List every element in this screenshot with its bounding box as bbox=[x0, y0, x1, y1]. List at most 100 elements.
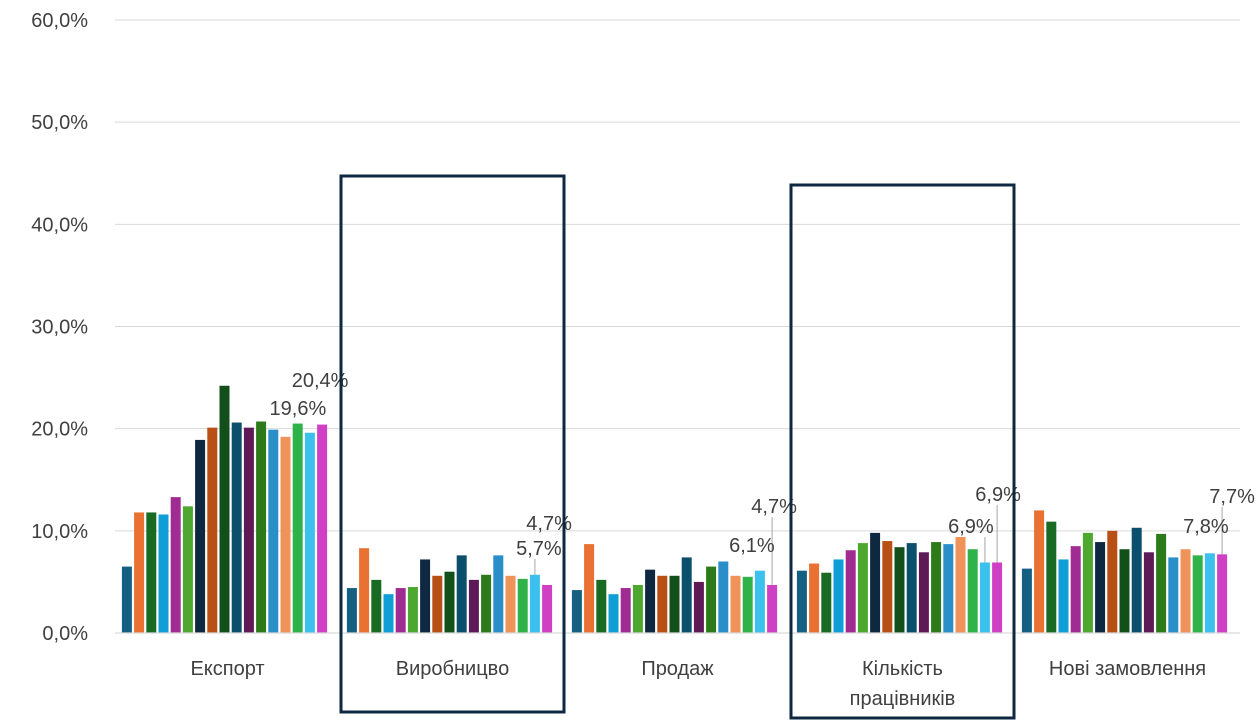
bar-group bbox=[571, 544, 778, 633]
bar bbox=[1082, 532, 1093, 633]
bar bbox=[645, 569, 656, 633]
bar-group bbox=[346, 548, 553, 633]
bar bbox=[1095, 542, 1106, 633]
data-label: 4,7% bbox=[751, 496, 797, 518]
bar bbox=[505, 575, 516, 633]
bar bbox=[231, 422, 242, 633]
highlight-box bbox=[789, 183, 1016, 720]
bar bbox=[346, 588, 357, 633]
bar bbox=[1131, 527, 1142, 633]
bar bbox=[146, 512, 157, 633]
bar bbox=[681, 557, 692, 633]
bar bbox=[195, 439, 206, 633]
bar bbox=[967, 549, 978, 633]
bar bbox=[243, 427, 254, 633]
bar bbox=[280, 436, 291, 633]
highlight-boxes bbox=[339, 174, 1016, 720]
bar bbox=[158, 514, 169, 633]
bar bbox=[207, 427, 218, 633]
bar bbox=[493, 555, 504, 633]
bar bbox=[706, 566, 717, 633]
bar bbox=[833, 559, 844, 633]
bar bbox=[608, 594, 619, 633]
bar bbox=[407, 587, 418, 633]
bar bbox=[1143, 552, 1154, 633]
category-label: Нові замовлення bbox=[1049, 658, 1206, 680]
y-tick-label: 30,0% bbox=[31, 317, 88, 339]
category-labels: Експорт Виробницво Продаж Кількість працівни… bbox=[190, 658, 1206, 710]
data-label: 6,1% bbox=[729, 535, 775, 557]
y-tick-label: 60,0% bbox=[31, 10, 88, 32]
highlight-box bbox=[339, 174, 566, 714]
bar bbox=[742, 576, 753, 633]
bar bbox=[1107, 530, 1118, 633]
bar bbox=[542, 584, 553, 633]
bar bbox=[481, 574, 492, 633]
bar bbox=[1119, 549, 1130, 633]
bar bbox=[383, 594, 394, 633]
bar bbox=[432, 575, 443, 633]
bar bbox=[1217, 554, 1228, 633]
bar bbox=[584, 544, 595, 633]
bar bbox=[1204, 553, 1215, 633]
y-tick-label: 10,0% bbox=[31, 521, 88, 543]
bar bbox=[979, 562, 990, 633]
bar bbox=[256, 421, 267, 633]
data-label: 4,7% bbox=[526, 513, 572, 535]
bar bbox=[292, 423, 303, 633]
bar bbox=[121, 566, 132, 633]
category-label: Кількість працівників bbox=[850, 658, 956, 710]
category-label: Виробницво bbox=[396, 658, 509, 680]
bar bbox=[371, 579, 382, 633]
bar bbox=[359, 548, 370, 633]
data-label: 5,7% bbox=[516, 538, 562, 560]
bar bbox=[1034, 510, 1045, 633]
bar bbox=[796, 570, 807, 633]
data-label: 7,7% bbox=[1209, 486, 1255, 508]
bar bbox=[669, 575, 680, 633]
y-tick-label: 40,0% bbox=[31, 214, 88, 236]
bar bbox=[882, 541, 893, 633]
bar bbox=[754, 570, 765, 633]
bar bbox=[1156, 533, 1167, 633]
bar bbox=[1021, 568, 1032, 633]
category-label: Експорт bbox=[190, 658, 264, 680]
bar bbox=[943, 544, 954, 633]
bar bbox=[317, 424, 328, 633]
bar bbox=[304, 432, 315, 633]
y-tick-label: 0,0% bbox=[42, 623, 88, 645]
data-label: 6,9% bbox=[948, 516, 994, 538]
bar bbox=[134, 512, 145, 633]
bar bbox=[1192, 555, 1203, 633]
bar bbox=[571, 590, 582, 633]
bar bbox=[517, 578, 528, 633]
bar bbox=[420, 559, 431, 633]
bar bbox=[992, 562, 1003, 633]
bar bbox=[767, 584, 778, 633]
bar bbox=[718, 561, 729, 633]
bar bbox=[268, 429, 279, 633]
bar bbox=[657, 575, 668, 633]
bar-group bbox=[121, 385, 328, 633]
bar-group bbox=[1021, 510, 1228, 633]
data-labels: 19,6% 20,4% 5,7% 4,7% 6,1% 4,7% 6,9% 6,9% 7,8% 7,… bbox=[270, 370, 1256, 560]
bar bbox=[632, 584, 643, 633]
bar bbox=[845, 550, 856, 633]
bar bbox=[170, 497, 181, 633]
bar bbox=[468, 579, 479, 633]
bar bbox=[693, 581, 704, 633]
bar bbox=[931, 542, 942, 633]
bar bbox=[809, 563, 820, 633]
bar bbox=[1046, 521, 1057, 633]
bar bbox=[821, 572, 832, 633]
y-axis-tick-labels: 0,0% 10,0% 20,0% 30,0% 40,0% 50,0% 60,0% bbox=[31, 10, 88, 645]
bar bbox=[1180, 549, 1191, 633]
bar bbox=[444, 571, 455, 633]
bar bbox=[918, 552, 929, 633]
bar bbox=[219, 385, 230, 633]
y-tick-label: 20,0% bbox=[31, 419, 88, 441]
bar bbox=[857, 543, 868, 633]
y-tick-label: 50,0% bbox=[31, 112, 88, 134]
bar bbox=[1168, 557, 1179, 633]
bar-group bbox=[796, 532, 1003, 633]
